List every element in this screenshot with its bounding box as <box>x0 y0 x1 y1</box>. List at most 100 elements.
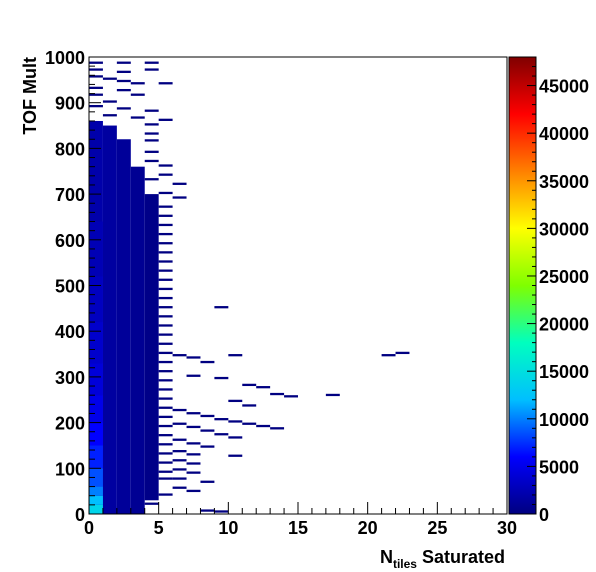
heatmap-cell-109 <box>200 509 215 512</box>
heatmap-cell-102 <box>172 468 187 471</box>
heatmap-low-segment-1 <box>89 495 103 505</box>
heatmap-cell-49 <box>158 351 173 355</box>
heatmap-cell-30 <box>172 182 187 185</box>
heatmap-low-segment-10 <box>89 221 103 277</box>
colorbar-tick-label: 45000 <box>539 77 589 97</box>
heatmap-cell-34 <box>158 214 173 217</box>
heatmap-cell-7 <box>102 77 117 80</box>
heatmap-cell-33 <box>158 205 173 208</box>
heatmap-cell-106 <box>172 486 187 489</box>
heatmap-cell-101 <box>186 462 201 465</box>
heatmap-cell-16 <box>89 104 103 108</box>
heatmap-cell-87 <box>256 424 271 428</box>
heatmap-cell-55 <box>158 406 173 409</box>
colorbar-tick-label: 40000 <box>539 124 589 144</box>
heatmap-cell-80 <box>242 404 257 407</box>
heatmap-cell-51 <box>158 370 173 373</box>
heatmap-cell-59 <box>158 443 173 446</box>
heatmap-cell-13 <box>89 93 103 96</box>
x-tick-label: 25 <box>427 518 447 538</box>
heatmap-low-segment-0 <box>89 504 103 514</box>
colorbar-tick-label: 15000 <box>539 362 589 382</box>
heatmap-cells <box>89 61 410 515</box>
heatmap-cell-63 <box>158 477 173 480</box>
heatmap-cell-20 <box>130 116 145 119</box>
y-tick-label: 900 <box>55 94 85 114</box>
x-tick-label: 15 <box>288 518 308 538</box>
heatmap-column-4 <box>144 194 159 501</box>
heatmap-cell-70 <box>186 374 201 377</box>
heatmap-low-segment-3 <box>89 468 103 487</box>
heatmap-cell-60 <box>158 452 173 455</box>
heatmap-cell-68 <box>228 354 243 357</box>
heatmap-cell-92 <box>214 433 229 436</box>
heatmap-cell-77 <box>381 354 396 357</box>
heatmap-cell-90 <box>186 425 201 429</box>
heatmap-cell-31 <box>158 191 173 195</box>
y-tick-label: 500 <box>55 277 85 297</box>
heatmap-cell-110 <box>214 510 229 513</box>
heatmap-cell-56 <box>158 415 173 419</box>
heatmap-cell-26 <box>144 159 159 163</box>
heatmap-cell-54 <box>158 397 173 400</box>
heatmap-low-segment-4 <box>89 445 103 469</box>
colorbar-tick-label: 5000 <box>539 457 579 477</box>
heatmap-low-segment-2 <box>89 486 103 496</box>
colorbar-tick-label: 10000 <box>539 410 589 430</box>
heatmap-cell-5 <box>144 68 159 71</box>
heatmap-cell-99 <box>228 454 243 457</box>
heatmap-cell-10 <box>158 82 173 85</box>
heatmap-column-3 <box>130 166 145 514</box>
heatmap-cell-91 <box>200 429 215 432</box>
y-tick-label: 300 <box>55 368 85 388</box>
heatmap-cell-46 <box>158 324 173 327</box>
y-tick-label: 400 <box>55 322 85 342</box>
heatmap-cell-71 <box>214 376 229 380</box>
heatmap-cell-108 <box>158 493 173 496</box>
heatmap-cell-9 <box>130 82 145 85</box>
heatmap-low-segment-7 <box>89 363 103 396</box>
heatmap-cell-4 <box>116 70 131 73</box>
colorbar-ticks: 0 5000 10000 15000 20000 25000 30000 35000 40000… <box>527 56 589 525</box>
heatmap-cell-104 <box>172 477 187 480</box>
heatmap-cell-11 <box>89 86 103 89</box>
heatmap-cell-62 <box>158 470 173 473</box>
heatmap-cell-3 <box>89 68 103 71</box>
heatmap-cell-94 <box>172 438 187 441</box>
heatmap-cell-76 <box>325 393 340 397</box>
heatmap-cell-17 <box>116 107 131 110</box>
heatmap-cell-48 <box>158 342 173 345</box>
heatmap-cell-8 <box>116 79 131 83</box>
heatmap-cell-79 <box>228 399 243 403</box>
heatmap-cell-75 <box>284 395 298 398</box>
colorbar-tick-label: 30000 <box>539 219 589 239</box>
heatmap-cell-19 <box>102 114 117 117</box>
heatmap-cell-37 <box>158 242 173 245</box>
heatmap-cell-105 <box>200 480 215 483</box>
heatmap-cell-65 <box>214 306 229 309</box>
heatmap-cell-53 <box>158 388 173 391</box>
heatmap-cell-58 <box>158 434 173 437</box>
heatmap-cell-73 <box>256 386 271 389</box>
heatmap-cell-14 <box>130 93 145 96</box>
heatmap-cell-44 <box>158 306 173 309</box>
heatmap-cell-47 <box>158 333 173 336</box>
heatmap-cell-1 <box>116 61 131 64</box>
heatmap-cell-66 <box>172 354 187 357</box>
x-axis-title: Ntiles Saturated <box>380 547 505 571</box>
heatmap-cell-6 <box>89 75 103 78</box>
heatmap-cell-23 <box>144 132 159 135</box>
heatmap-cell-88 <box>270 427 285 430</box>
heatmap-cell-96 <box>200 445 215 448</box>
heatmap-cell-64 <box>144 502 159 505</box>
heatmap-cell-2 <box>144 61 159 64</box>
y-tick-label: 800 <box>55 139 85 159</box>
heatmap-cell-12 <box>116 88 131 92</box>
heatmap-cell-67 <box>186 356 201 359</box>
x-tick-label: 30 <box>497 518 517 538</box>
heatmap-cell-0 <box>89 61 103 64</box>
y-axis-title: TOF Mult <box>20 57 40 135</box>
heatmap-cell-27 <box>158 164 173 167</box>
y-axis-ticks: 0 100 200 300 400 500 600 700 800 900 1000 <box>45 48 101 525</box>
